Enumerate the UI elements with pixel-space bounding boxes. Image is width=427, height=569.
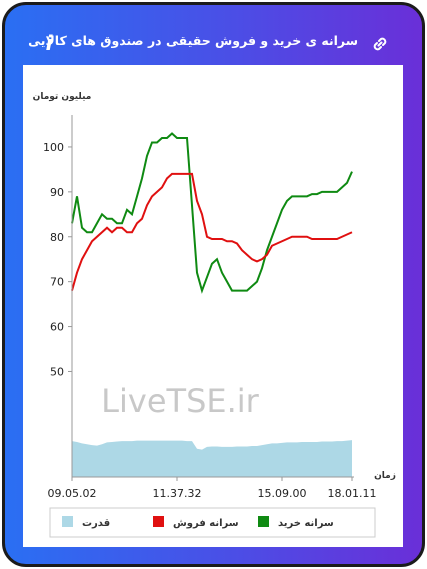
svg-text:i: i	[46, 31, 54, 55]
x-axis-label: زمان	[374, 471, 396, 481]
legend-box	[49, 507, 376, 538]
link-icon[interactable]	[371, 35, 389, 53]
watermark: LiveTSE.ir	[101, 382, 259, 420]
legend-swatch	[62, 516, 73, 527]
series-line	[71, 132, 353, 294]
legend-label: سرانه فروش	[173, 518, 239, 529]
y-axis-label: میلیون تومان	[33, 92, 92, 102]
y-tick-label: 100	[43, 141, 64, 154]
y-tick-label: 90	[50, 186, 64, 199]
x-tick-label: 15.09.00	[258, 487, 307, 500]
y-tick-label: 50	[50, 365, 64, 378]
header-title: سرانه ی خرید و فروش حقیقی در صندوق های ک…	[28, 33, 358, 48]
power-area	[72, 440, 352, 477]
x-tick-label: 09.05.02	[48, 487, 97, 500]
y-tick-label: 80	[50, 231, 64, 244]
y-tick-label: 70	[50, 276, 64, 289]
legend-label: سرانه خرید	[278, 518, 334, 529]
legend-swatch	[153, 516, 164, 527]
y-tick-label: 60	[50, 321, 64, 334]
legend-swatch	[258, 516, 269, 527]
series-line	[71, 172, 353, 291]
info-icon[interactable]: i	[39, 31, 59, 55]
x-tick-label: 11.37.32	[153, 487, 202, 500]
legend-label: قدرت	[82, 518, 110, 529]
x-tick-label: 18.01.11	[328, 487, 377, 500]
